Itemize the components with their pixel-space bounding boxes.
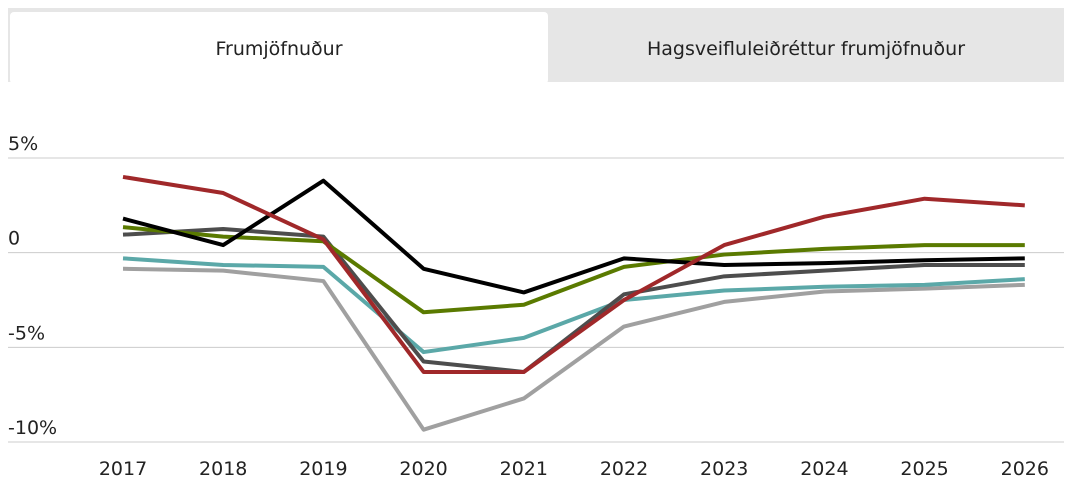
x-tick-label: 2020 xyxy=(399,458,447,480)
x-tick-label: 2021 xyxy=(500,458,548,480)
y-tick-label: 5% xyxy=(8,133,38,155)
series-line xyxy=(122,227,1025,374)
series-line xyxy=(122,225,1025,315)
series-line xyxy=(122,174,1025,374)
tab-label[interactable]: Frumjöfnuður xyxy=(215,38,342,60)
y-tick-label: -5% xyxy=(8,322,45,344)
series-line xyxy=(122,178,1025,295)
active-tab[interactable] xyxy=(10,12,548,84)
x-tick-label: 2023 xyxy=(700,458,748,480)
y-tick-label: -10% xyxy=(8,417,57,439)
tab-label[interactable]: Hagsveifluleiðréttur frumjöfnuður xyxy=(647,38,965,60)
series-line xyxy=(122,256,1025,355)
x-tick-label: 2017 xyxy=(99,458,147,480)
x-tick-label: 2022 xyxy=(600,458,648,480)
x-tick-label: 2019 xyxy=(299,458,347,480)
series-line xyxy=(122,266,1025,432)
x-tick-label: 2018 xyxy=(199,458,247,480)
x-tick-label: 2026 xyxy=(1001,458,1049,480)
x-tick-label: 2025 xyxy=(900,458,948,480)
y-tick-label: 0 xyxy=(8,228,20,250)
x-tick-label: 2024 xyxy=(800,458,848,480)
